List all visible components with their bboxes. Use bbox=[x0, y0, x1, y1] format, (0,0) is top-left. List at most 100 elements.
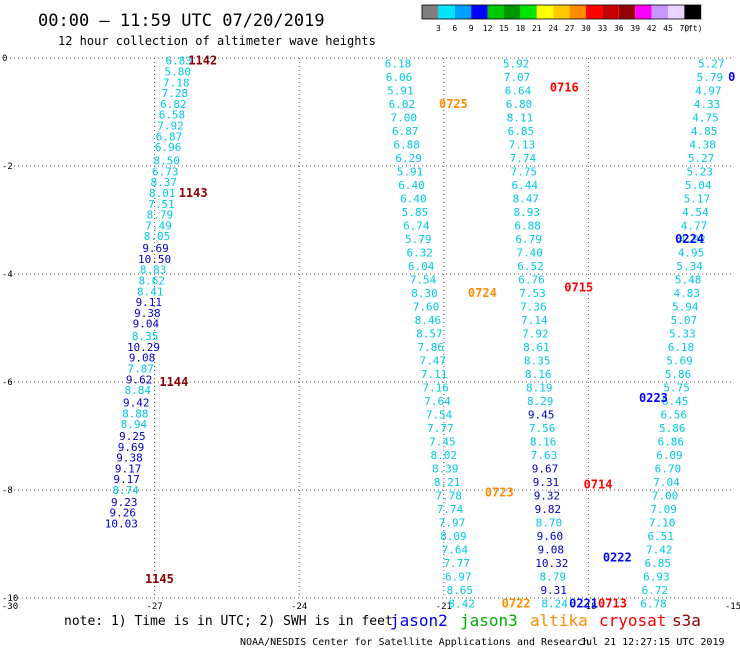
colorbar-swatch bbox=[586, 5, 603, 19]
colorbar-tick-label: 9 bbox=[469, 24, 474, 33]
swh-value-label: 4.95 bbox=[678, 246, 705, 259]
track-time-label: 1144 bbox=[159, 375, 188, 389]
y-tick-label: -4 bbox=[2, 270, 13, 280]
swh-value-label: 7.54 bbox=[426, 408, 453, 421]
swh-value-label: 9.67 bbox=[532, 462, 559, 475]
colorbar-tick-label: 3 bbox=[436, 24, 441, 33]
swh-value-label: 9.08 bbox=[129, 352, 156, 365]
y-tick-label: -6 bbox=[2, 378, 13, 388]
x-tick-label: -24 bbox=[291, 602, 307, 612]
swh-value-label: 5.33 bbox=[669, 327, 696, 340]
swh-value-label: 5.94 bbox=[672, 300, 699, 313]
satellite-legend: jason2 jason3 altika cryosat s3a bbox=[390, 611, 701, 630]
swh-value-label: 7.74 bbox=[510, 152, 537, 165]
swh-value-label: 8.41 bbox=[137, 285, 164, 298]
swh-value-label: 4.38 bbox=[689, 138, 716, 151]
track-time-label: 1142 bbox=[188, 54, 217, 68]
x-tick-label: -27 bbox=[146, 602, 162, 612]
track-time-label: 0725 bbox=[439, 97, 468, 111]
swh-value-label: 6.72 bbox=[642, 584, 669, 597]
swh-value-label: 8.65 bbox=[446, 584, 473, 597]
swh-value-label: 7.75 bbox=[511, 165, 538, 178]
swh-value-label: 7.36 bbox=[520, 300, 547, 313]
swh-value-label: 8.57 bbox=[416, 327, 443, 340]
swh-value-label: 6.04 bbox=[408, 260, 435, 273]
swh-value-label: 7.18 bbox=[163, 76, 190, 89]
swh-value-label: 5.86 bbox=[659, 422, 686, 435]
x-tick-label: -21 bbox=[436, 602, 452, 612]
swh-value-label: 6.87 bbox=[156, 130, 183, 143]
swh-value-label: 6.96 bbox=[155, 141, 182, 154]
swh-value-label: 6.32 bbox=[406, 246, 433, 259]
swh-value-label: 7.10 bbox=[649, 516, 676, 529]
swh-value-label: 8.74 bbox=[112, 484, 139, 497]
swh-value-label: 4.33 bbox=[694, 98, 721, 111]
swh-value-label: 6.86 bbox=[658, 435, 685, 448]
swh-value-label: 5.17 bbox=[684, 192, 711, 205]
colorbar-swatch bbox=[569, 5, 586, 19]
note-text: note: 1) Time is in UTC; 2) SWH is in fe… bbox=[64, 614, 393, 629]
swh-value-label: 9.62 bbox=[126, 373, 153, 386]
swh-value-label: 8.61 bbox=[523, 341, 550, 354]
swh-value-label: 7.00 bbox=[391, 111, 418, 124]
swh-value-label: 7.92 bbox=[522, 327, 549, 340]
swh-value-label: 8.79 bbox=[539, 570, 566, 583]
swh-value-label: 7.86 bbox=[418, 341, 445, 354]
swh-value-label: 8.16 bbox=[525, 368, 552, 381]
swh-value-label: 6.87 bbox=[392, 125, 419, 138]
color-scale-legend: 3 6 9 12 15 18 21 24 27 30 33 36 39 42 45 70(ft) bbox=[421, 4, 702, 33]
swh-value-label: 7.47 bbox=[419, 354, 446, 367]
track-time-label: 0716 bbox=[550, 81, 579, 95]
swh-value-label: 8.09 bbox=[440, 530, 467, 543]
swh-value-label: 5.34 bbox=[676, 260, 703, 273]
satellite-legend-altika: altika bbox=[530, 611, 588, 630]
swh-value-label: 6.74 bbox=[403, 219, 430, 232]
satellite-legend-s3a: s3a bbox=[672, 611, 701, 630]
swh-value-label: 5.23 bbox=[686, 165, 713, 178]
colorbar-swatch bbox=[438, 5, 455, 19]
swh-value-label: 6.29 bbox=[395, 152, 422, 165]
colorbar-swatch bbox=[651, 5, 668, 19]
swh-value-label: 5.07 bbox=[671, 314, 698, 327]
swh-value-label: 4.97 bbox=[695, 84, 722, 97]
swh-value-label: 6.78 bbox=[640, 597, 667, 610]
swh-value-label: 4.92 bbox=[679, 233, 706, 246]
swh-value-label: 8.19 bbox=[526, 381, 553, 394]
swh-value-label: 9.45 bbox=[528, 408, 555, 421]
satellite-legend-cryosat: cryosat bbox=[599, 611, 666, 630]
swh-value-label: 8.47 bbox=[512, 192, 539, 205]
colorbar-tick-label: 6 bbox=[452, 24, 457, 33]
swh-value-label: 9.32 bbox=[534, 489, 561, 502]
swh-value-label: 8.16 bbox=[530, 435, 557, 448]
colorbar-unit: (ft) bbox=[683, 24, 702, 33]
swh-value-label: 8.62 bbox=[138, 274, 165, 287]
swh-value-label: 6.93 bbox=[643, 570, 670, 583]
x-tick-label: -15 bbox=[725, 602, 740, 612]
swh-value-label: 7.77 bbox=[427, 422, 454, 435]
swh-value-label: 7.77 bbox=[444, 557, 471, 570]
swh-value-label: 8.37 bbox=[151, 176, 178, 189]
footer-center: NOAA/NESDIS Center for Satellite Applica… bbox=[240, 637, 589, 648]
swh-value-label: 6.70 bbox=[655, 462, 682, 475]
satellite-legend-jason2: jason2 bbox=[390, 611, 448, 630]
swh-value-label: 6.85 bbox=[645, 557, 672, 570]
swh-value-label: 5.80 bbox=[164, 66, 191, 79]
swh-value-label: 4.77 bbox=[681, 219, 708, 232]
swh-value-label: 4.85 bbox=[691, 125, 718, 138]
swh-value-label: 10.50 bbox=[138, 253, 171, 266]
swh-value-label: 5.91 bbox=[387, 84, 414, 97]
swh-value-label: 8.39 bbox=[432, 462, 459, 475]
colorbar-swatch bbox=[602, 5, 619, 19]
track-time-label: 0223 bbox=[639, 391, 668, 405]
swh-value-label: 7.97 bbox=[439, 516, 466, 529]
swh-value-label: 6.88 bbox=[393, 138, 420, 151]
swh-value-label: 6.73 bbox=[152, 165, 179, 178]
track-time-label: 0715 bbox=[564, 281, 593, 295]
swh-value-label: 6.02 bbox=[389, 98, 416, 111]
colorbar-frame bbox=[421, 4, 702, 20]
swh-value-label: 6.06 bbox=[386, 71, 413, 84]
swh-value-label: 7.00 bbox=[652, 489, 679, 502]
swh-value-label: 5.86 bbox=[665, 368, 692, 381]
swh-value-label: 7.92 bbox=[157, 120, 184, 133]
